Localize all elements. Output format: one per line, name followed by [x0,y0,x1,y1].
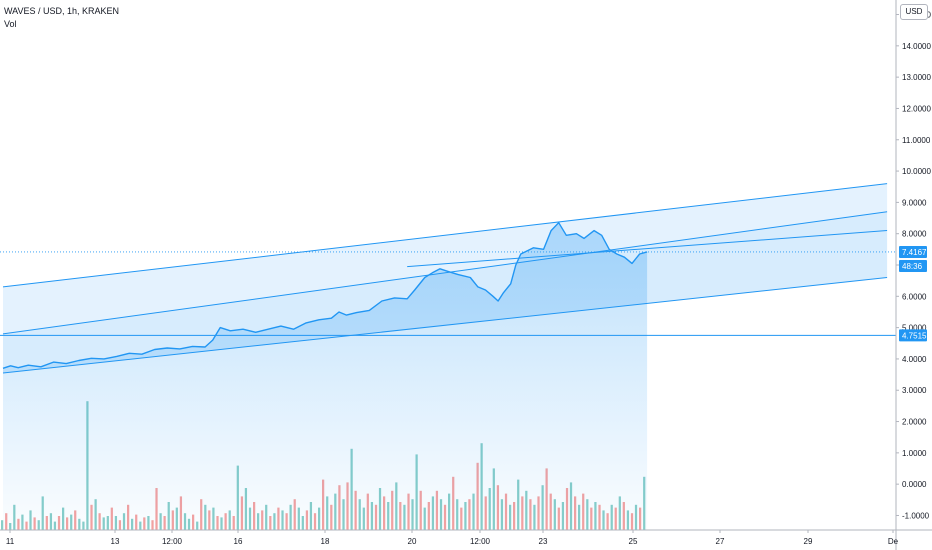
countdown-tag-bg [899,259,927,272]
price-area-fill [3,222,648,530]
x-tick-label: 13 [111,537,120,546]
y-tick-label: 13.0000 [902,73,931,82]
y-tick-label: 10.0000 [902,167,931,176]
current-price-tag: 7.4167 [902,248,927,257]
x-tick-label: 18 [321,537,330,546]
y-tick-label: -1.0000 [902,511,930,520]
y-tick-label: 4.0000 [902,355,927,364]
horizontal-lines[interactable] [0,251,896,336]
y-tick-label: 1.0000 [902,449,927,458]
price-area [3,222,648,530]
y-tick-label: 12.0000 [902,104,931,113]
x-tick-label: 25 [629,537,638,546]
x-tick-label: 27 [716,537,725,546]
channel-upper-line[interactable] [2,183,888,288]
y-tick-label: 8.0000 [902,230,927,239]
y-tick-label: 2.0000 [902,418,927,427]
countdown-tag: 48:36 [902,262,923,271]
chart-legend: WAVES / USD, 1h, KRAKEN Vol [4,5,119,31]
horizontal-line-tag: 4.7515 [902,331,927,340]
y-tick-label: 11.0000 [902,136,931,145]
y-tick-label: 3.0000 [902,386,927,395]
x-tick-label: 23 [539,537,548,546]
x-tick-label: 12:00 [162,537,183,546]
x-tick-label: 12:00 [470,537,491,546]
current-price-tag-bg [899,245,927,258]
y-tick-label: 9.0000 [902,198,927,207]
volume-study-label[interactable]: Vol [4,19,17,29]
volume-bar [1,520,4,530]
symbol-title[interactable]: WAVES / USD, 1h, KRAKEN [4,6,120,16]
trend-line[interactable] [407,230,888,268]
y-tick-label: 5.0000 [902,324,927,333]
x-tick-label: 29 [804,537,813,546]
y-tick-label: 6.0000 [902,292,927,301]
x-tick-label: 11 [6,537,15,546]
y-tick-label: 14.0000 [902,42,931,51]
x-tick-label: De [888,537,899,546]
currency-badge[interactable]: USD [900,4,928,20]
channel-upper-band [3,183,888,334]
price-line [2,222,648,369]
x-tick-label: 20 [408,537,417,546]
price-series-line [2,222,648,369]
price-tags: 7.4167 48:36 4.7515 [899,245,927,342]
horizontal-line-tag-bg [899,329,927,342]
x-tick-label: 16 [234,537,243,546]
y-tick-label: 0.0000 [902,480,927,489]
